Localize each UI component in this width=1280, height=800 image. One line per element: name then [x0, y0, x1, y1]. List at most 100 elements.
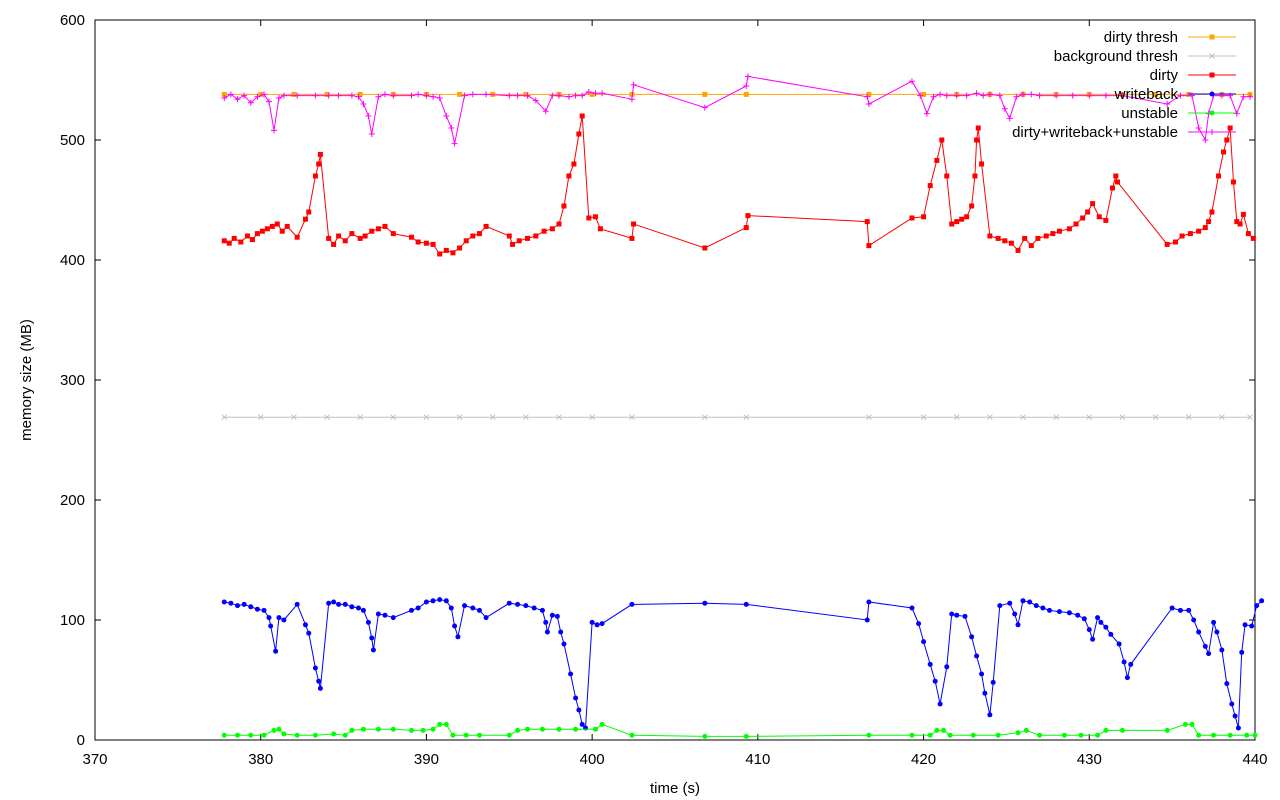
- data-point-writeback: [932, 678, 938, 684]
- x-tick-label: 370: [82, 751, 107, 768]
- data-point-writeback: [1124, 675, 1130, 681]
- data-point-background-thresh: [1119, 414, 1126, 421]
- data-point-writeback: [909, 605, 915, 611]
- data-point-unstable: [342, 732, 348, 738]
- data-point-dirty-writeback-unstable: [532, 97, 539, 104]
- data-point-dirty: [1237, 221, 1243, 227]
- data-point-writeback: [1254, 603, 1260, 609]
- x-tick-label: 420: [911, 751, 936, 768]
- data-point-dirty: [631, 221, 637, 227]
- data-point-dirty: [927, 183, 933, 189]
- data-point-dirty: [1096, 214, 1102, 220]
- data-point-dirty: [231, 235, 237, 241]
- data-point-dirty-writeback-unstable: [275, 95, 282, 101]
- data-point-dirty-writeback-unstable: [579, 92, 586, 99]
- data-point-writeback: [1214, 629, 1220, 635]
- legend-marker-writeback: [1209, 91, 1215, 97]
- data-point-dirty-writeback-unstable: [254, 93, 261, 100]
- data-point-dirty: [463, 238, 469, 244]
- data-point-dirty: [939, 137, 945, 143]
- data-point-unstable: [1037, 732, 1043, 738]
- data-point-dirty: [1196, 228, 1202, 234]
- data-point-dirty: [1113, 173, 1119, 179]
- data-point-unstable: [702, 733, 708, 739]
- data-point-dirty-writeback-unstable: [382, 91, 388, 98]
- data-point-writeback: [579, 721, 585, 727]
- y-tick-label: 400: [60, 252, 85, 269]
- data-point-dirty-writeback-unstable: [996, 92, 1003, 99]
- data-point-writeback: [437, 597, 443, 603]
- y-tick-label: 600: [60, 12, 85, 29]
- data-point-background-thresh: [456, 414, 463, 421]
- data-point-background-thresh: [1219, 414, 1225, 421]
- data-point-writeback: [1191, 617, 1197, 623]
- data-point-writeback: [523, 603, 529, 609]
- data-point-unstable: [1103, 727, 1109, 733]
- data-point-writeback: [515, 601, 521, 607]
- data-point-dirty-writeback-unstable: [247, 99, 254, 106]
- data-point-dirty-writeback-unstable: [514, 92, 521, 99]
- data-point-dirty-writeback-unstable: [744, 73, 751, 80]
- legend-label-unstable: unstable: [1121, 105, 1178, 122]
- data-point-writeback: [1012, 611, 1018, 617]
- data-point-dirty: [390, 231, 396, 237]
- data-point-unstable: [1095, 732, 1101, 738]
- data-point-unstable: [743, 733, 749, 739]
- data-point-unstable: [281, 731, 287, 737]
- data-point-dirty-writeback-unstable: [261, 91, 268, 98]
- data-point-writeback: [1075, 612, 1081, 618]
- data-point-unstable: [349, 727, 355, 733]
- data-point-dirty: [1221, 149, 1227, 155]
- data-point-dirty: [1015, 247, 1021, 253]
- data-point-writeback: [369, 635, 375, 641]
- data-point-dirty: [259, 228, 265, 234]
- data-point-dirty-writeback-unstable: [930, 93, 937, 100]
- data-point-dirty-thresh: [866, 91, 872, 97]
- data-point-dirty: [597, 226, 603, 232]
- data-point-unstable: [592, 726, 598, 732]
- data-point-writeback: [702, 600, 708, 606]
- data-point-dirty-thresh: [523, 91, 529, 97]
- data-point-dirty: [549, 226, 555, 232]
- data-point-background-thresh: [743, 414, 750, 421]
- data-point-dirty-writeback-unstable: [980, 92, 987, 99]
- data-point-dirty: [437, 251, 443, 257]
- data-point-dirty-writeback-unstable: [1177, 92, 1184, 99]
- data-point-unstable: [934, 727, 940, 733]
- data-point-background-thresh: [291, 414, 297, 421]
- data-point-dirty: [592, 214, 598, 220]
- data-point-dirty-writeback-unstable: [1102, 92, 1109, 99]
- data-point-writeback: [1249, 623, 1255, 629]
- data-point-dirty-writeback-unstable: [1028, 91, 1035, 98]
- data-point-background-thresh: [1020, 414, 1026, 421]
- data-point-dirty-writeback-unstable: [234, 96, 241, 103]
- data-point-writeback: [1090, 636, 1096, 642]
- data-point-dirty: [964, 214, 970, 220]
- data-point-dirty: [864, 219, 870, 225]
- series-background-thresh: [221, 414, 1253, 421]
- data-point-dirty-writeback-unstable: [865, 101, 872, 107]
- data-point-dirty: [579, 113, 585, 119]
- data-point-dirty: [533, 233, 539, 239]
- data-point-unstable: [1023, 727, 1029, 733]
- data-point-dirty: [274, 221, 280, 227]
- data-point-dirty-writeback-unstable: [953, 92, 960, 99]
- data-point-writeback: [549, 612, 555, 618]
- data-point-writeback: [452, 623, 458, 629]
- data-point-dirty-writeback-unstable: [1247, 93, 1254, 100]
- data-point-writeback: [1196, 629, 1202, 635]
- data-point-writeback: [599, 621, 605, 627]
- data-point-writeback: [1242, 622, 1248, 628]
- data-point-dirty: [561, 203, 567, 209]
- data-point-dirty-writeback-unstable: [266, 98, 272, 105]
- data-point-unstable: [927, 732, 933, 738]
- data-point-dirty-writeback-unstable: [1233, 110, 1240, 117]
- series-line-unstable: [224, 723, 1255, 737]
- data-point-dirty: [1114, 179, 1120, 185]
- data-point-dirty-writeback-unstable: [565, 93, 572, 100]
- data-point-unstable: [629, 732, 635, 738]
- data-point-dirty: [510, 241, 516, 247]
- data-point-writeback: [1229, 701, 1235, 707]
- data-point-dirty-writeback-unstable: [1086, 92, 1093, 99]
